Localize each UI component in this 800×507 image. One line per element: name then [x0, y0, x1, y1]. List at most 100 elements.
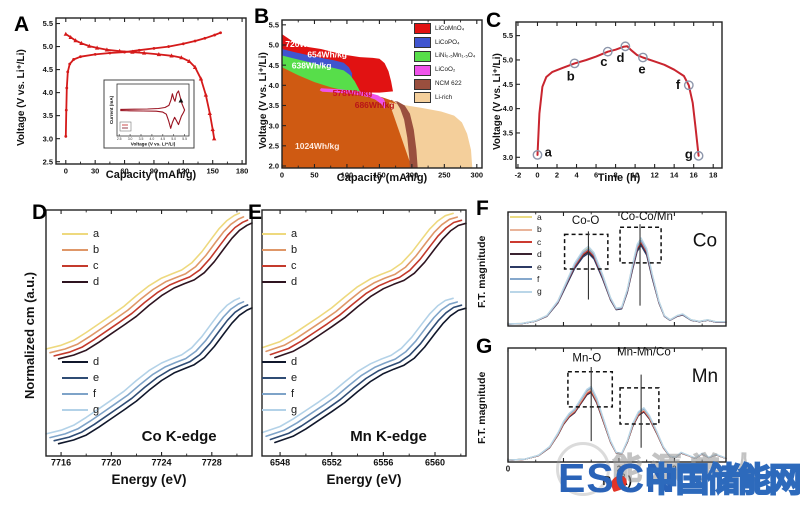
chart-text: 5.0: [503, 56, 513, 65]
legend-item-c: c: [62, 258, 99, 274]
series-d: [57, 307, 253, 445]
legend-label: d: [537, 249, 542, 260]
chart-text: 7724: [152, 458, 172, 468]
marker: [181, 42, 185, 46]
series-g: [507, 237, 727, 325]
marker: [203, 36, 207, 40]
marker: [219, 31, 222, 35]
marker: [207, 110, 212, 116]
legend-label: f: [537, 273, 540, 284]
plot-border: [261, 209, 467, 457]
marker: [72, 58, 76, 61]
chart-e-canvas: 6548 6552 6556 6560 Mn K-edge: [261, 209, 467, 468]
chart-text: Co-Co/Mn: [620, 211, 672, 223]
area-region-NCM 622: [391, 99, 418, 168]
chart-text: 4.0: [150, 137, 155, 141]
panel-e: 6548 6552 6556 6560 Mn K-edge E Energy (eV) …: [248, 198, 474, 504]
legend-label: d: [93, 275, 100, 288]
legend-label: g: [93, 403, 100, 416]
chart-text: 50: [310, 171, 318, 180]
chart-text: e: [638, 62, 645, 77]
marker: [68, 34, 73, 40]
legend-label: f: [291, 387, 295, 400]
series-e: [53, 304, 249, 442]
chart-c-canvas: -2 0 2 4 6 8 10 12 14 16 18 3.0 3.5 4.0 4.5 5.0 5.5 a b c de…: [503, 21, 723, 180]
chart-text: 720Wh/kg: [285, 39, 325, 49]
chart-text: 4.0: [269, 81, 279, 90]
panel-letter-d: D: [32, 201, 48, 224]
legend-label: d: [291, 275, 298, 288]
chart-text: 150: [373, 171, 386, 180]
series-g: [261, 297, 454, 434]
series-d: [57, 222, 253, 360]
marker: [65, 86, 69, 90]
chart-text: 3.5: [139, 137, 144, 141]
y-axis-label: F.T. magnitude: [476, 235, 488, 308]
chart-text: 5.5: [503, 31, 513, 40]
marker: [169, 53, 174, 58]
panel-d: 7716 7720 7724 7728 Co K-edge D Energy (eV) …: [20, 198, 258, 504]
chart-text: Mn-O: [572, 352, 601, 364]
legend-label: LiNi₀.₅Mn₁.₅O₄: [435, 52, 476, 60]
inset-arrow-marker: [178, 98, 184, 103]
chart-text: 8: [613, 171, 617, 180]
chart-text: 4.0: [43, 88, 53, 97]
chart-text: 6560: [425, 458, 445, 468]
legend-item: LiCoO₂: [414, 63, 475, 77]
inset-mini-legend: [119, 121, 132, 132]
legend-swatch: [62, 408, 88, 412]
chart-text: 180: [236, 167, 249, 176]
y-axis-label: Voltage (V vs. Li⁺/Li): [16, 49, 27, 146]
legend-swatch: [62, 264, 88, 268]
chart-text: 578Wh/kg: [333, 88, 373, 98]
legend-swatch: [510, 253, 532, 256]
legend-label: d: [93, 355, 100, 368]
chart-text: Mn: [692, 366, 718, 387]
legend-swatch: [262, 360, 286, 364]
legend-label: g: [291, 403, 298, 416]
chart-text: 7716: [51, 458, 71, 468]
legend-materials: LiCoMnO₄ LiCoPO₄ LiNi₀.₅Mn₁.₅O₄ LiCoO₂ NCM 6…: [414, 22, 475, 105]
chart-text: 18: [709, 171, 717, 180]
marker: [198, 76, 204, 81]
series-c: [53, 219, 249, 357]
legend-label: Li-rich: [435, 93, 453, 101]
chart-text: 654Wh/kg: [307, 50, 347, 60]
plot-border: [55, 17, 247, 165]
chart-text: 0: [535, 171, 539, 180]
marker: [63, 31, 68, 36]
marker: [130, 49, 135, 54]
chart-text: 3.5: [43, 111, 53, 120]
marker: [79, 40, 84, 46]
chart-text: c: [600, 54, 607, 69]
chart-text: 4.5: [43, 65, 53, 74]
series-f: [49, 301, 245, 439]
dashed-highlight-box: [619, 387, 660, 425]
legend-item-f: f: [62, 386, 99, 402]
inset-cv-curve: [120, 90, 186, 129]
chart-text: 4.5: [269, 61, 279, 70]
marker: [79, 55, 82, 59]
chart-text: 0: [280, 171, 284, 180]
panel-c: -2 0 2 4 6 8 10 12 14 16 18 3.0 3.5 4.0 4.5 5.0 5.5 a b c d e…: [486, 4, 798, 196]
marker: [187, 58, 192, 63]
legend-item-g: g: [510, 285, 542, 297]
legend-label: c: [537, 236, 542, 247]
plot-border: [281, 19, 483, 169]
chart-text: 2.5: [43, 157, 53, 166]
marker: [167, 45, 171, 48]
legend-swatch: [510, 240, 532, 243]
legend-label: d: [291, 355, 298, 368]
legend-label: a: [93, 227, 100, 240]
marker: [141, 50, 147, 55]
legend-item: NCM 622: [414, 77, 475, 91]
series-b: [265, 216, 458, 353]
y-axis-label: Voltage (V vs. Li⁺/Li): [492, 53, 503, 150]
chart-a-canvas: 2.5 3.0 3.5 4.0 4.5 5.0 5.5 Voltage (V vs. Li⁺/…: [43, 17, 249, 176]
chart-text: 3.0: [503, 153, 513, 162]
legend-label: f: [93, 387, 97, 400]
chart-text: 7720: [101, 458, 121, 468]
watermark-brand-en: ESCN: [558, 455, 676, 501]
